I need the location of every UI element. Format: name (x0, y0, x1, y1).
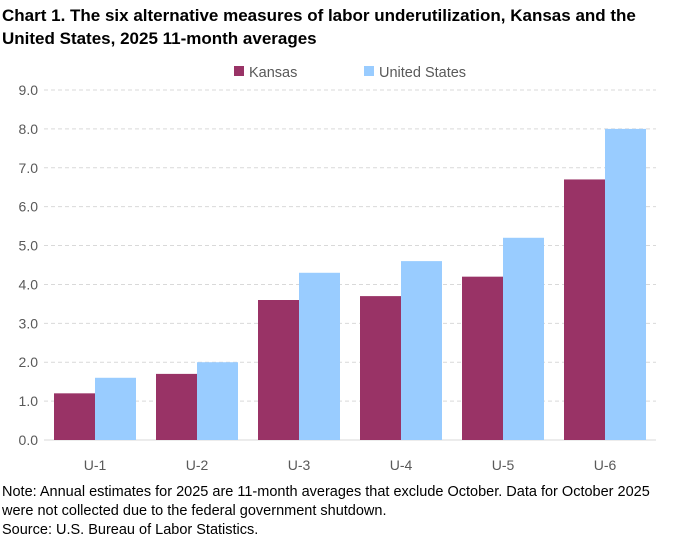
x-tick-label: U-6 (594, 457, 617, 473)
legend-swatch (234, 66, 244, 76)
legend-label: United States (379, 65, 466, 81)
y-tick-label: 6.0 (19, 199, 39, 215)
x-tick-label: U-1 (84, 457, 107, 473)
bar-chart: 0.0 1.0 2.0 3.0 4.0 5.0 6.0 7.0 8.0 9.0 U-1 U-2 U-3 U… (19, 65, 656, 473)
y-tick-label: 3.0 (19, 315, 39, 331)
y-tick-label: 0.0 (19, 432, 39, 448)
bar-united-states-u-5 (503, 237, 544, 440)
bar-united-states-u-3 (299, 272, 340, 440)
bar-kansas-u-2 (156, 373, 197, 440)
chart-title: Chart 1. The six alternative measures of… (2, 6, 636, 48)
bar-united-states-u-2 (197, 362, 238, 440)
bar-united-states-u-6 (605, 128, 646, 440)
x-tick-label: U-5 (492, 457, 515, 473)
y-tick-label: 8.0 (19, 121, 39, 137)
bar-kansas-u-4 (360, 296, 401, 440)
y-tick-label: 5.0 (19, 238, 39, 254)
bar-kansas-u-5 (462, 276, 503, 440)
y-tick-label: 4.0 (19, 276, 39, 292)
bar-kansas-u-1 (54, 393, 95, 440)
chart-notes: Note: Annual estimates for 2025 are 11-m… (2, 483, 672, 540)
bar-kansas-u-3 (258, 300, 299, 440)
x-tick-label: U-4 (390, 457, 413, 473)
note-text: Note: Annual estimates for 2025 are 11-m… (2, 484, 650, 519)
legend-label: Kansas (249, 65, 297, 81)
bar-united-states-u-1 (95, 377, 136, 440)
y-tick-label: 9.0 (19, 82, 39, 98)
bar-kansas-u-6 (564, 179, 605, 440)
x-tick-label: U-3 (288, 457, 311, 473)
y-tick-label: 2.0 (19, 354, 39, 370)
y-tick-label: 7.0 (19, 160, 39, 176)
bar-united-states-u-4 (401, 261, 442, 440)
source-text: Source: U.S. Bureau of Labor Statistics. (2, 522, 259, 538)
legend-swatch (364, 66, 374, 76)
x-tick-label: U-2 (186, 457, 209, 473)
y-tick-label: 1.0 (19, 393, 39, 409)
